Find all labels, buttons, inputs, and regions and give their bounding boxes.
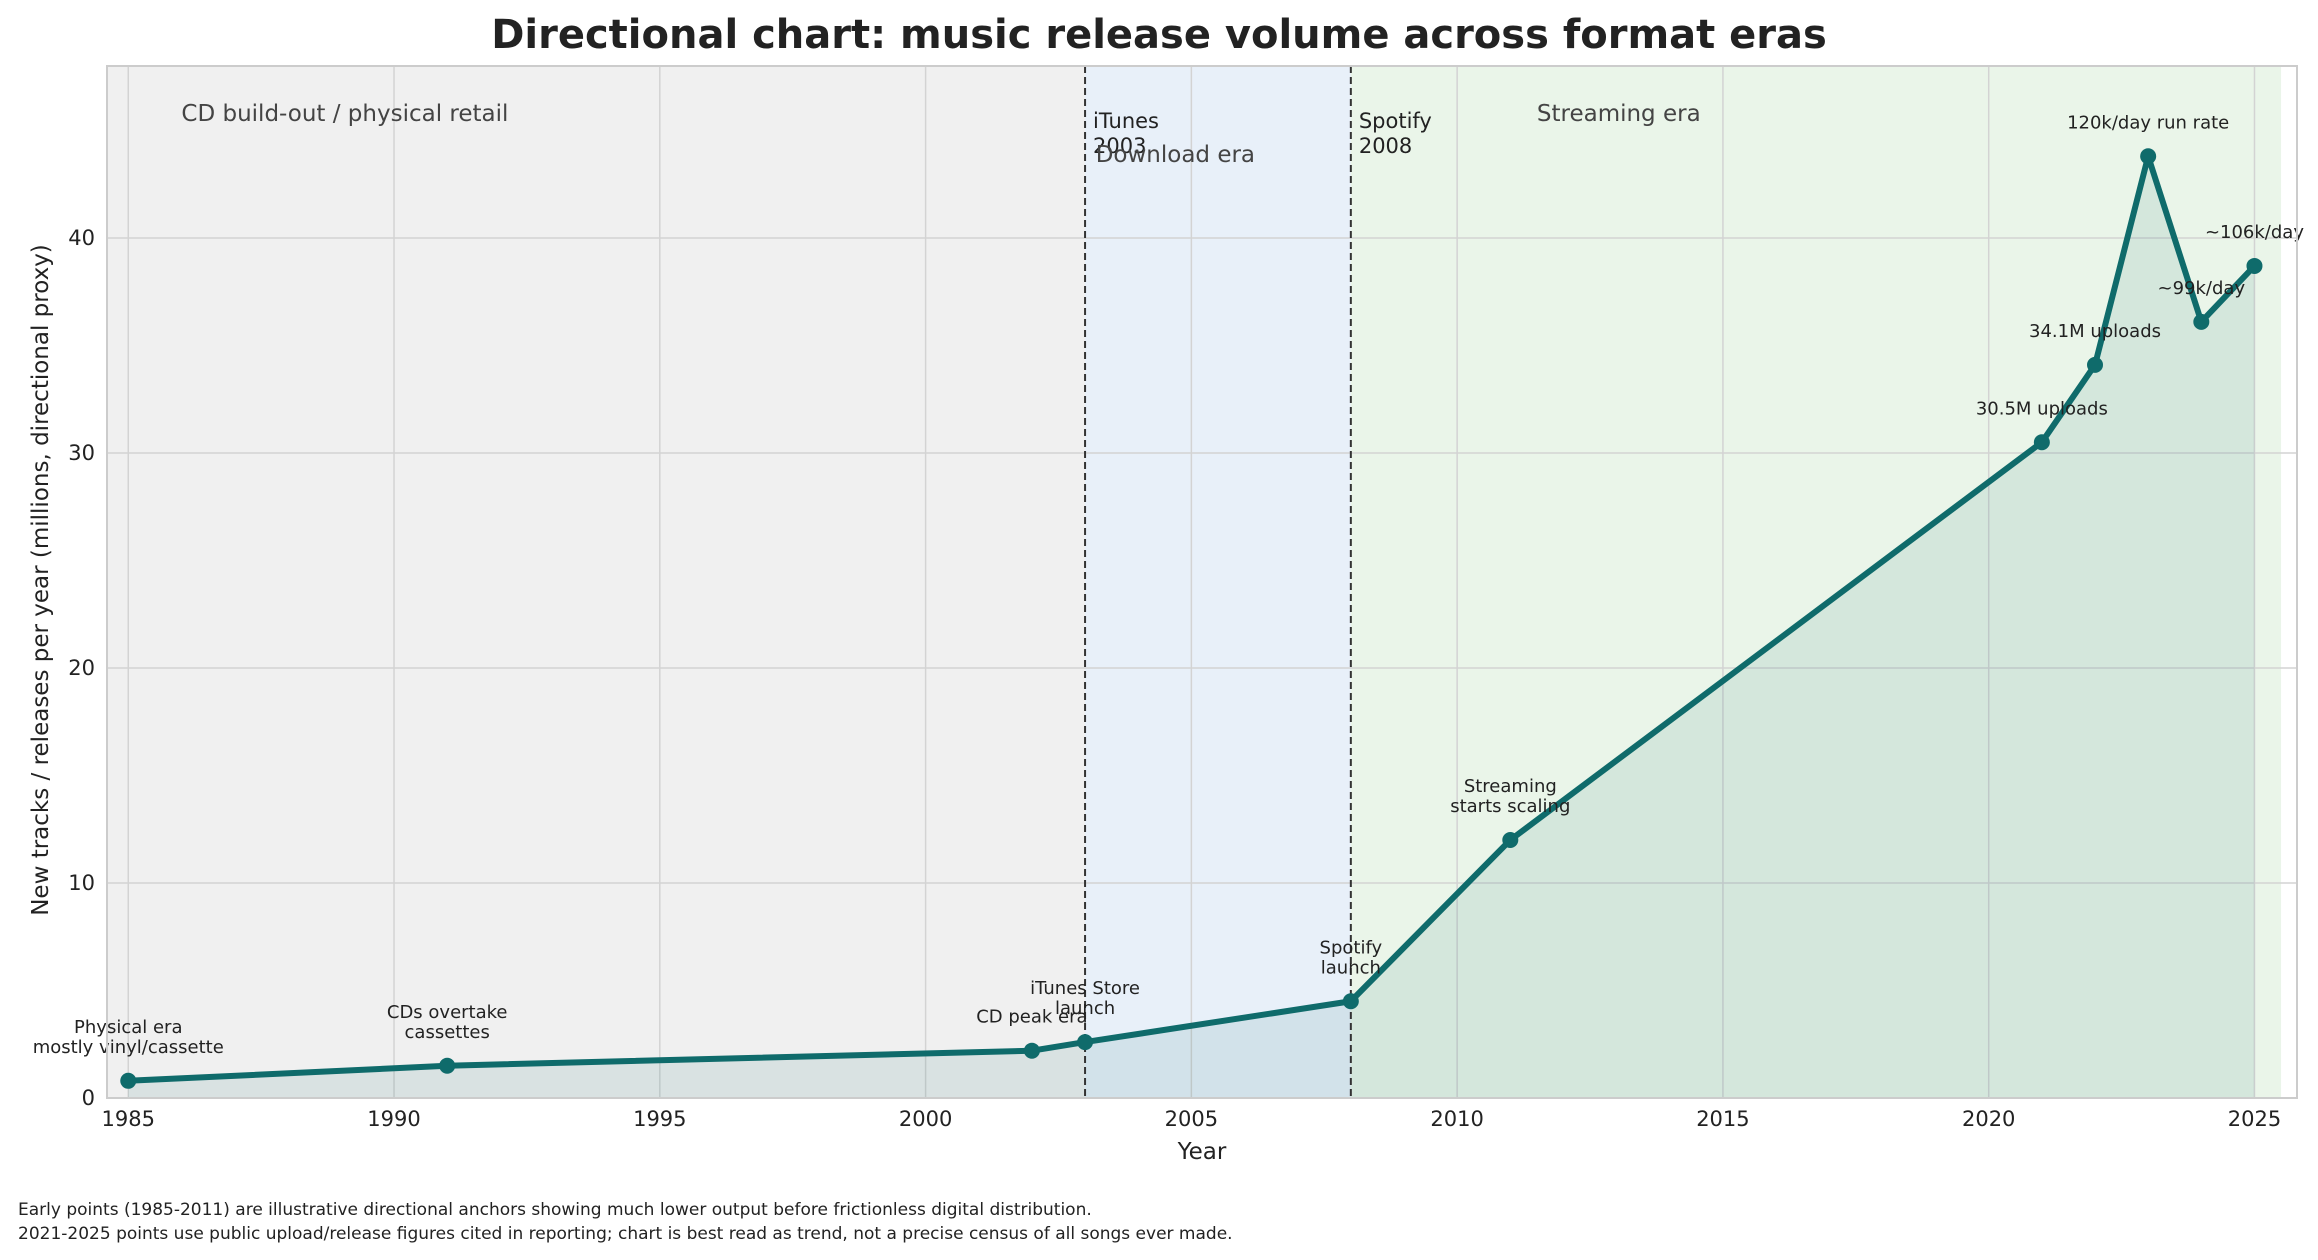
data-point: [1502, 832, 1519, 848]
point-label: CDs overtake cassettes: [387, 1002, 508, 1043]
y-tick-label: 10: [68, 871, 95, 895]
data-point: [120, 1072, 137, 1089]
footnote-line-2: 2021-2025 points use public upload/relea…: [18, 1224, 1233, 1244]
point-label: ~106k/day: [2205, 222, 2304, 243]
point-label: iTunes Store launch: [1030, 978, 1140, 1019]
point-label: 34.1M uploads: [2029, 321, 2161, 342]
point-label: ~99k/day: [2158, 278, 2246, 299]
data-point: [1023, 1042, 1040, 1059]
data-point: [2033, 434, 2050, 451]
x-tick-label: 1990: [367, 1107, 420, 1131]
x-axis-label: Year: [1177, 1139, 1227, 1165]
milestone-lines: iTunes 2003 Spotify 2008: [1084, 66, 1432, 1098]
era-band-1: [1085, 66, 1351, 1098]
point-labels: Physical era mostly vinyl/cassette CDs ove…: [33, 112, 2305, 1058]
y-tick-label: 0: [82, 1086, 95, 1110]
x-tick-label: 1985: [102, 1107, 155, 1131]
milestone-label-1: Spotify 2008: [1359, 109, 1432, 158]
chart-title: Directional chart: music release volume …: [491, 12, 1827, 58]
point-label: Streaming starts scaling: [1450, 776, 1570, 817]
data-point: [2087, 356, 2104, 373]
data-point: [1342, 993, 1359, 1010]
x-tick-label: 2000: [899, 1107, 952, 1131]
point-label: 30.5M uploads: [1976, 398, 2108, 419]
y-axis-label: New tracks / releases per year (millions…: [28, 244, 54, 916]
era-label-0: CD build-out / physical retail: [181, 101, 508, 127]
x-tick-label: 2005: [1165, 1107, 1218, 1131]
x-tick-label: 2020: [1962, 1107, 2015, 1131]
point-label: Spotify launch: [1320, 937, 1383, 978]
point-label: 120k/day run rate: [2067, 112, 2229, 133]
data-points: [120, 148, 2263, 1089]
axes: 1985 1990 1995 2000 2005 2010 2015 2020 2025 0 10 2…: [68, 65, 2298, 1131]
data-point: [439, 1057, 456, 1074]
point-label: Physical era mostly vinyl/cassette: [33, 1017, 224, 1058]
era-label-1: Download era: [1096, 142, 1255, 168]
plot-frame: [106, 65, 2298, 1099]
x-tick-label: 2025: [2228, 1107, 2281, 1131]
x-tick-label: 1995: [633, 1107, 686, 1131]
data-point: [1077, 1034, 1094, 1051]
data-point: [2193, 313, 2210, 330]
y-tick-label: 20: [68, 656, 95, 680]
area-under-series: [128, 156, 2255, 1099]
footnote-line-1: Early points (1985-2011) are illustrativ…: [18, 1200, 1092, 1220]
point-label: CD peak era: [976, 1007, 1087, 1028]
y-tick-label: 30: [68, 441, 95, 465]
x-tick-label: 2010: [1430, 1107, 1483, 1131]
era-labels: CD build-out / physical retail Download e…: [181, 101, 1700, 168]
era-band-0: [107, 66, 1086, 1098]
data-point: [2246, 257, 2263, 274]
data-point: [2140, 148, 2157, 165]
milestone-label-0: iTunes 2003: [1093, 109, 1159, 158]
era-label-2: Streaming era: [1537, 101, 1701, 127]
y-tick-label: 40: [68, 226, 95, 250]
x-tick-label: 2015: [1696, 1107, 1749, 1131]
area-fill: [128, 156, 2255, 1099]
